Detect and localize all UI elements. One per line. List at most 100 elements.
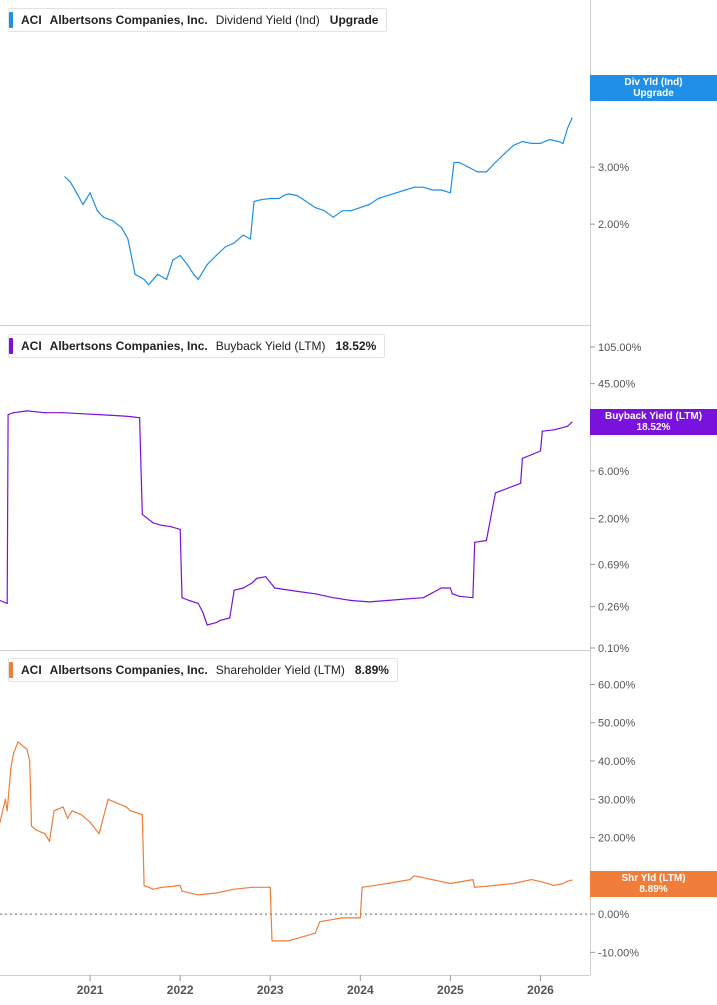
series-point [269,886,271,888]
series-point [98,833,100,835]
x-tick-label: 2021 [77,983,104,997]
series-line-2 [0,741,573,942]
series-point [485,171,488,173]
series-point [562,142,564,145]
series-point [332,216,334,218]
series-line-1 [0,410,573,626]
legend-company: Albertsons Companies, Inc. [49,339,208,353]
legend-shareholder-yield[interactable]: ACI Albertsons Companies, Inc. Sharehold… [8,658,398,682]
series-point [271,940,273,942]
series-point [125,806,127,808]
series-point [474,541,476,543]
series-point [143,278,145,281]
series-point [296,194,298,197]
series-point [62,412,64,414]
legend-buyback-yield[interactable]: ACI Albertsons Companies, Inc. Buyback Y… [8,334,386,358]
series-point [242,234,244,236]
series-point [48,840,51,842]
series-point [181,890,183,892]
series-point [229,617,231,619]
series-point [102,216,105,218]
series-point [566,880,569,882]
y-tick-label: 0.00% [598,909,629,921]
series-point [21,745,24,747]
x-tick-label: 2024 [347,983,374,997]
series-point [181,597,183,599]
series-point [26,410,28,412]
series-point [571,117,573,119]
series-point [341,210,343,212]
series-point [521,140,524,143]
series-point [12,752,15,754]
series-point [44,833,46,835]
value-badge-shareholder: Shr Yld (LTM) 8.89% [590,871,717,897]
series-point [305,200,307,203]
series-point [17,741,19,743]
legend-dividend-yield[interactable]: ACI Albertsons Companies, Inc. Dividend … [8,8,388,32]
series-point [127,238,129,240]
series-point [62,806,64,808]
series-point [233,589,235,591]
series-point [0,821,1,823]
series-point [152,888,154,890]
series-point [197,278,199,281]
value-badge-dividend: Div Yld (Ind) Upgrade [590,75,717,101]
series-point [44,412,46,414]
series-point [341,917,343,919]
series-point [121,227,123,229]
series-point [404,189,406,191]
series-point [472,597,474,599]
series-point [494,492,497,494]
x-tick-label: 2023 [257,983,284,997]
y-tick-label: 2.00% [598,513,629,525]
x-tick-label: 2026 [527,983,554,997]
series-point [215,892,217,894]
series-point [141,813,143,816]
series-point [557,140,560,143]
series-point [413,875,415,877]
series-point [553,884,555,886]
series-point [29,760,31,762]
series-point [512,144,515,147]
legend-metric: Dividend Yield (Ind) [215,13,320,27]
series-point [530,142,533,145]
series-point [96,210,98,212]
series-point [116,802,118,804]
series-point [409,879,411,881]
series-point [566,127,569,130]
series-point [6,602,8,605]
series-point [251,886,253,888]
legend-color-bar [9,338,13,354]
x-tick-label: 2025 [437,983,464,997]
series-point [467,166,469,168]
series-point [179,884,181,886]
series-point [404,598,406,600]
y-tick-label: 0.10% [598,643,629,655]
series-point [359,917,361,919]
series-point [386,194,388,197]
series-point [474,886,476,888]
y-tick-label: 3.00% [598,162,629,174]
series-point [494,161,497,164]
legend-color-bar [9,12,13,28]
series-point [107,798,109,800]
series-point [89,821,91,823]
series-point [520,482,522,484]
series-point [4,798,7,800]
series-point [296,590,298,592]
legend-value[interactable]: Upgrade [329,13,379,27]
series-point [503,153,506,155]
series-point [278,197,280,200]
value-badge-buyback: Buyback Yield (LTM) 18.52% [590,409,717,435]
series-point [332,597,334,599]
series-point [571,879,573,881]
series-point [251,582,253,584]
legend-ticker: ACI [21,339,42,353]
legend-company: Albertsons Companies, Inc. [49,13,208,27]
series-point [361,886,363,888]
series-point [350,599,352,602]
series-point [139,417,141,419]
series-point [82,203,84,206]
series-point [314,593,316,595]
